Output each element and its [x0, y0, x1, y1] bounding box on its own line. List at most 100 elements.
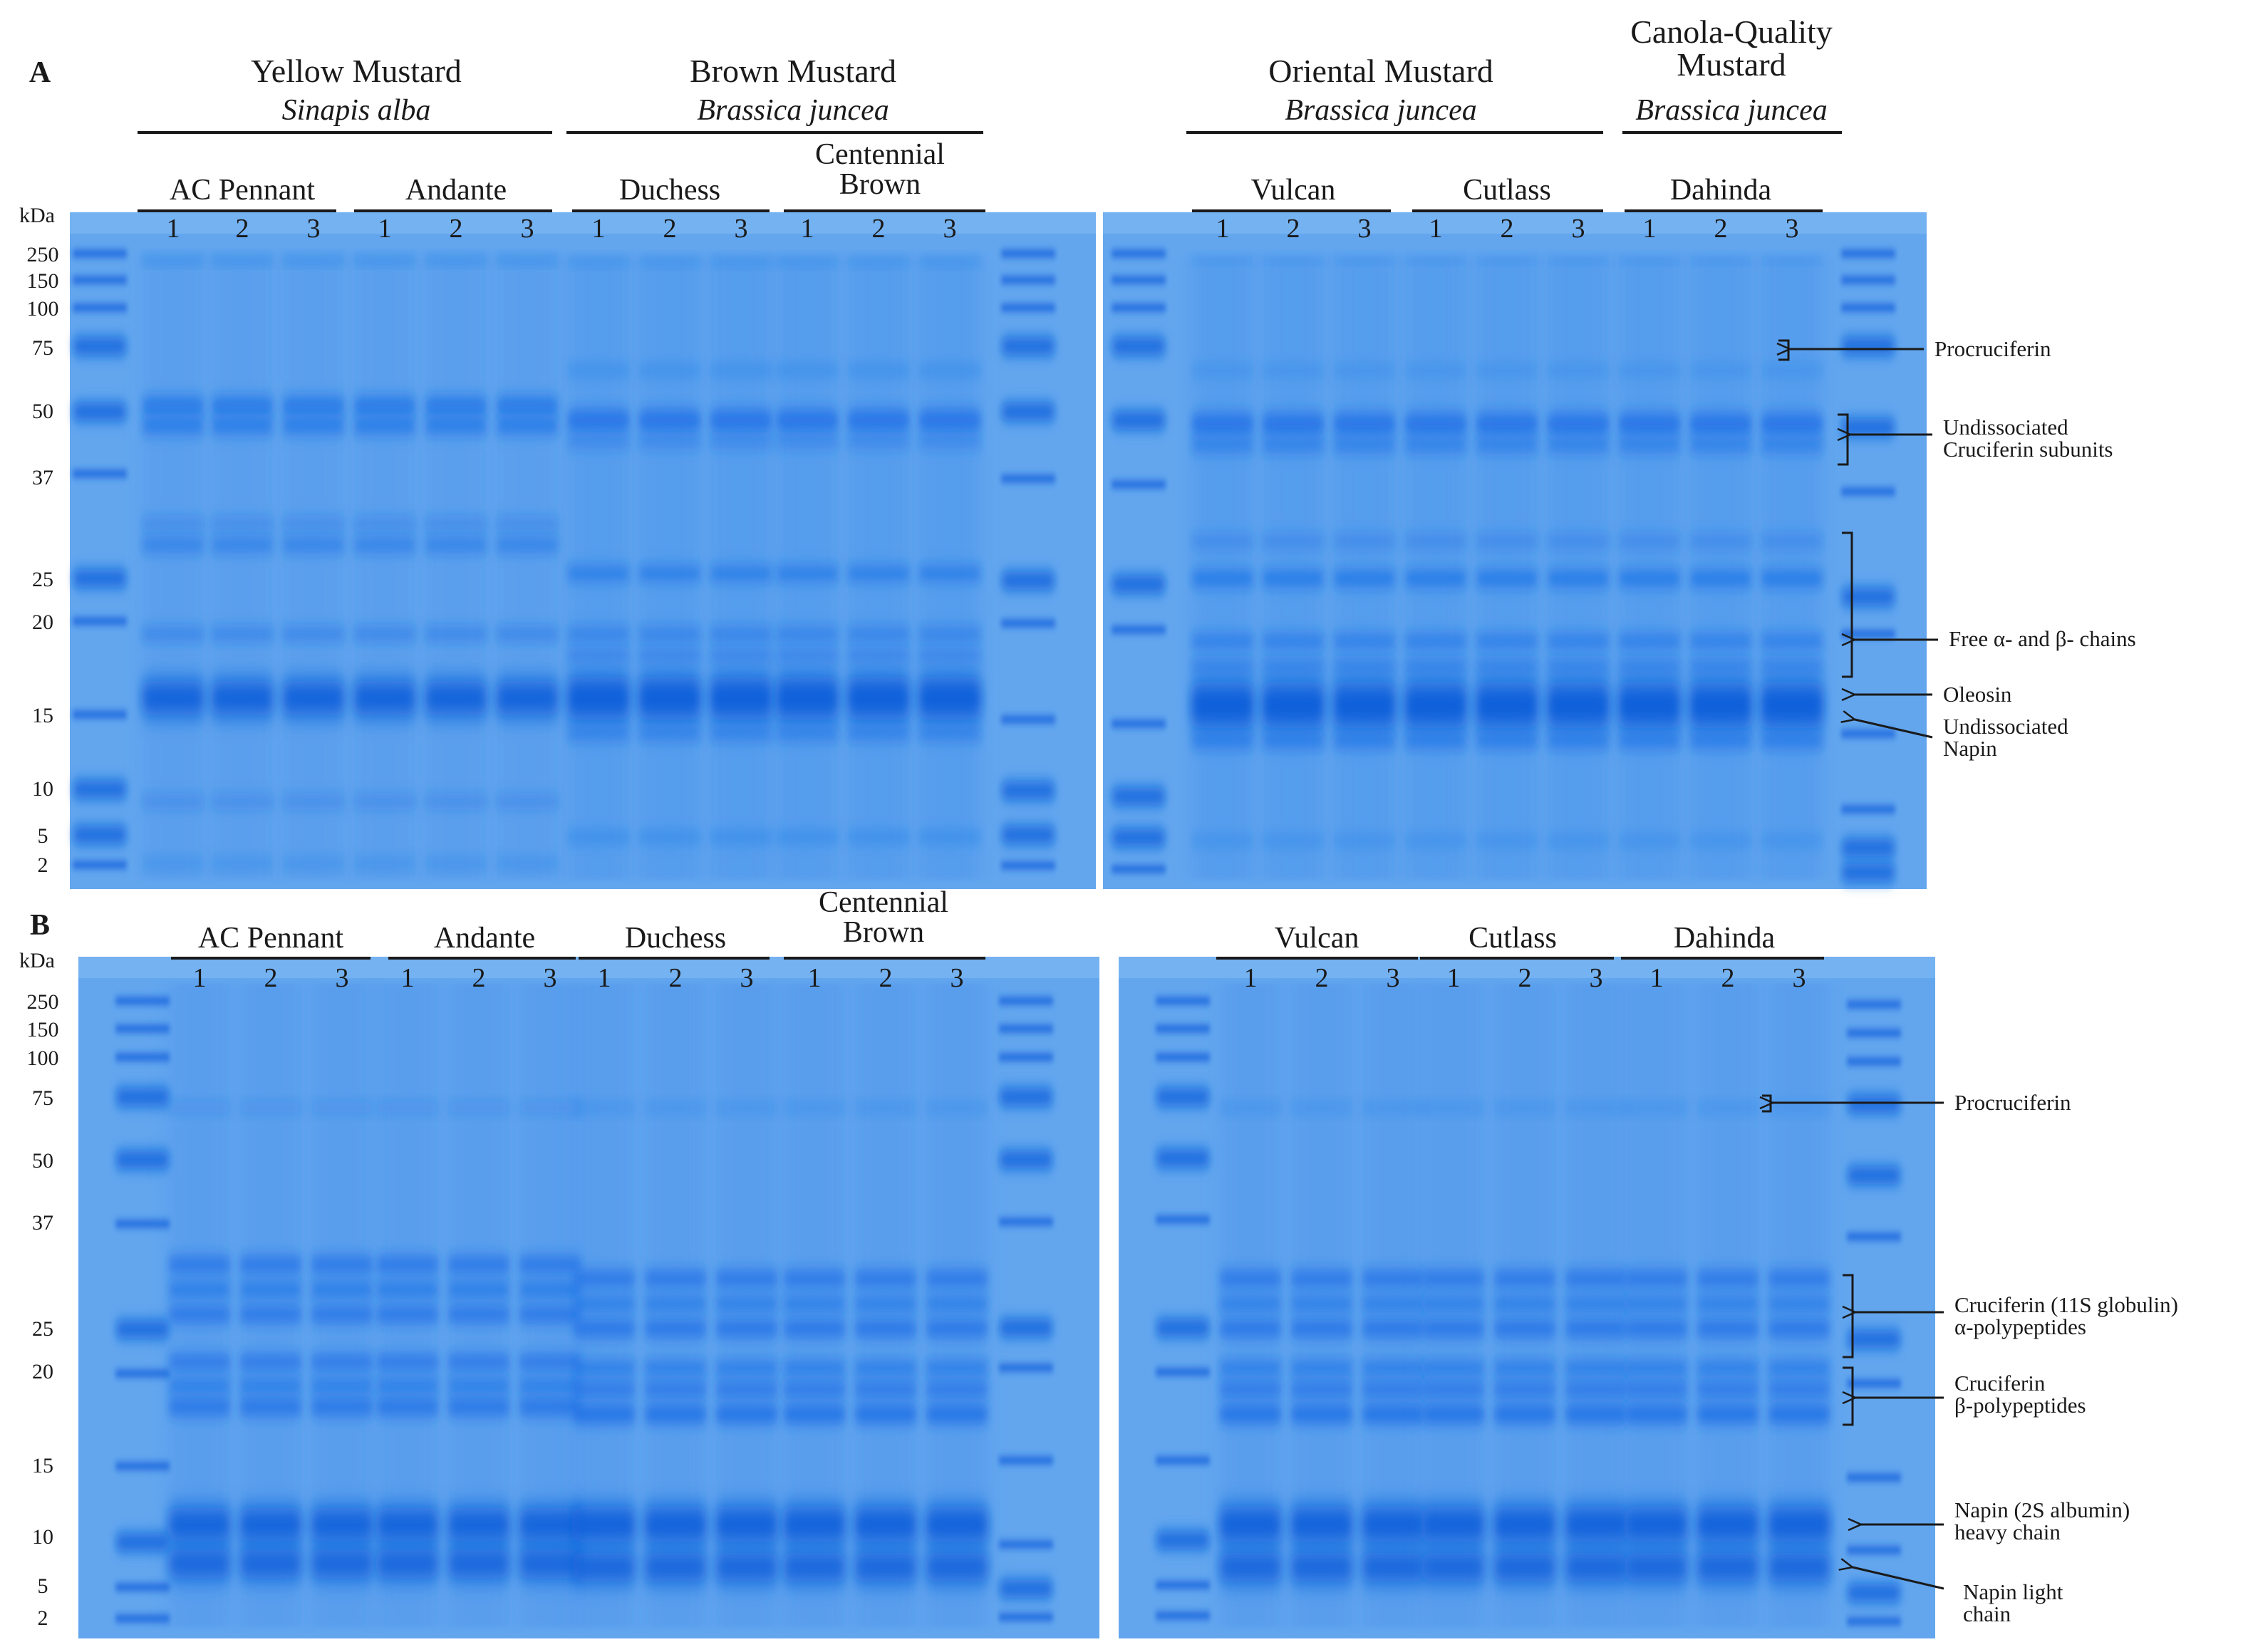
protein-band	[1404, 571, 1468, 586]
ladder-band	[1155, 1532, 1211, 1549]
protein-band	[167, 1379, 232, 1392]
protein-band	[715, 1405, 779, 1423]
protein-band	[495, 681, 559, 715]
protein-band	[281, 629, 346, 639]
lane-number: 1	[598, 963, 611, 993]
gel-well-edge	[1103, 212, 1927, 234]
ladder-band	[1111, 829, 1166, 846]
protein-band	[447, 1379, 511, 1392]
lane-number: 1	[378, 214, 392, 244]
protein-band	[375, 1398, 440, 1415]
lane-number: 1	[1429, 214, 1443, 244]
protein-band	[775, 628, 839, 640]
protein-band	[495, 629, 559, 639]
protein-band	[1332, 571, 1397, 586]
protein-band	[518, 1105, 582, 1111]
protein-band	[141, 539, 205, 551]
protein-band	[715, 1105, 779, 1111]
protein-band	[375, 1306, 440, 1322]
protein-band	[1564, 1405, 1628, 1423]
protein-band	[167, 1398, 232, 1415]
ladder-band	[998, 997, 1054, 1005]
panel-label-b: B	[30, 909, 50, 942]
protein-band	[1696, 1553, 1760, 1581]
protein-band	[167, 1306, 232, 1322]
protein-band	[518, 1257, 582, 1272]
lane-number: 1	[1447, 963, 1461, 993]
protein-band	[1261, 660, 1325, 672]
protein-band	[709, 367, 773, 374]
protein-band	[141, 797, 205, 806]
ladder-band	[1111, 576, 1166, 593]
protein-band	[709, 628, 773, 640]
protein-band	[353, 797, 417, 806]
lane-number: 1	[592, 214, 606, 244]
protein-band	[1290, 1105, 1354, 1111]
protein-band	[638, 650, 702, 660]
ladder-band	[1846, 1473, 1902, 1482]
protein-band	[782, 1507, 846, 1542]
marker-kda-label: 15	[32, 1454, 53, 1477]
protein-band	[141, 681, 205, 715]
protein-band	[566, 367, 631, 374]
protein-band	[239, 1355, 303, 1369]
cultivar-label: Vulcan	[1251, 174, 1336, 207]
ladder-band	[115, 1089, 170, 1106]
gel-well-edge	[78, 957, 1099, 978]
protein-band	[1191, 682, 1255, 728]
protein-band	[1767, 1361, 1831, 1374]
protein-band	[1625, 1320, 1689, 1337]
protein-band	[566, 728, 631, 739]
lane-number: 2	[264, 963, 278, 993]
ladder-band	[1840, 419, 1896, 436]
lane-number: 1	[401, 963, 415, 993]
protein-band	[1767, 1553, 1831, 1581]
protein-band	[1475, 734, 1539, 747]
protein-band	[495, 257, 559, 261]
ladder-band	[72, 249, 128, 258]
lane-number: 3	[307, 214, 321, 244]
protein-band	[1404, 413, 1468, 435]
protein-band	[1261, 536, 1325, 547]
protein-band	[1332, 635, 1397, 648]
marker-kda-label: 10	[32, 1525, 53, 1549]
protein-band	[1332, 837, 1397, 844]
protein-band	[782, 1382, 846, 1396]
lane-smear	[1406, 256, 1466, 880]
ladder-band	[1155, 1611, 1211, 1620]
ladder-band	[1111, 865, 1166, 873]
species-oriental-mustard: Oriental Mustard	[1268, 53, 1493, 89]
protein-band	[1546, 367, 1610, 374]
protein-band	[1475, 660, 1539, 672]
protein-band	[918, 567, 982, 580]
ladder-band	[1846, 1617, 1902, 1626]
protein-band	[495, 539, 559, 551]
ladder-band	[1000, 249, 1056, 258]
protein-band	[239, 1398, 303, 1415]
ladder-band	[1846, 1379, 1902, 1388]
cultivar-label: Duchess	[625, 922, 726, 955]
lane-number: 2	[1518, 963, 1532, 993]
ladder-band	[115, 1462, 170, 1470]
protein-band	[424, 797, 488, 806]
ladder-band	[998, 1217, 1054, 1226]
ladder-band	[1840, 588, 1896, 606]
protein-band	[854, 1507, 918, 1542]
protein-band	[709, 650, 773, 660]
protein-band	[1760, 682, 1824, 728]
protein-band	[167, 1282, 232, 1297]
protein-band	[1617, 837, 1682, 844]
protein-band	[854, 1271, 918, 1287]
protein-band	[447, 1508, 511, 1541]
protein-band	[310, 1105, 374, 1111]
ladder-band	[998, 1580, 1054, 1597]
protein-band	[1475, 635, 1539, 648]
protein-band	[424, 257, 488, 261]
protein-band	[447, 1398, 511, 1415]
protein-band	[846, 567, 911, 580]
protein-band	[1361, 1297, 1425, 1310]
protein-band	[638, 437, 702, 447]
protein-band	[167, 1257, 232, 1272]
protein-band	[1475, 837, 1539, 844]
marker-kda-label: 2	[38, 853, 48, 877]
